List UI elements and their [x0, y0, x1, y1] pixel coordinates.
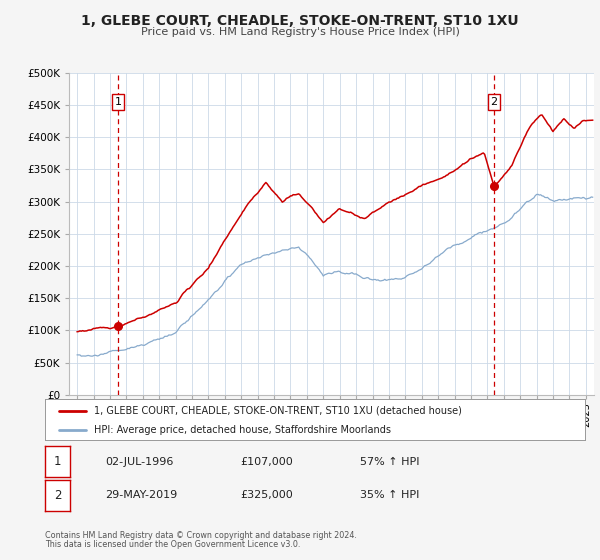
Text: This data is licensed under the Open Government Licence v3.0.: This data is licensed under the Open Gov…: [45, 540, 301, 549]
Text: 1: 1: [54, 455, 61, 468]
Text: £107,000: £107,000: [240, 457, 293, 466]
Text: 2: 2: [491, 97, 497, 107]
Text: 29-MAY-2019: 29-MAY-2019: [105, 491, 177, 500]
Text: 02-JUL-1996: 02-JUL-1996: [105, 457, 173, 466]
Text: 1: 1: [115, 97, 122, 107]
Text: HPI: Average price, detached house, Staffordshire Moorlands: HPI: Average price, detached house, Staf…: [94, 425, 391, 435]
Text: 35% ↑ HPI: 35% ↑ HPI: [360, 491, 419, 500]
Text: 57% ↑ HPI: 57% ↑ HPI: [360, 457, 419, 466]
Text: 1, GLEBE COURT, CHEADLE, STOKE-ON-TRENT, ST10 1XU (detached house): 1, GLEBE COURT, CHEADLE, STOKE-ON-TRENT,…: [94, 406, 461, 416]
Text: 2: 2: [54, 489, 61, 502]
Text: Contains HM Land Registry data © Crown copyright and database right 2024.: Contains HM Land Registry data © Crown c…: [45, 531, 357, 540]
Text: £325,000: £325,000: [240, 491, 293, 500]
Text: 1, GLEBE COURT, CHEADLE, STOKE-ON-TRENT, ST10 1XU: 1, GLEBE COURT, CHEADLE, STOKE-ON-TRENT,…: [81, 14, 519, 28]
Text: Price paid vs. HM Land Registry's House Price Index (HPI): Price paid vs. HM Land Registry's House …: [140, 27, 460, 37]
